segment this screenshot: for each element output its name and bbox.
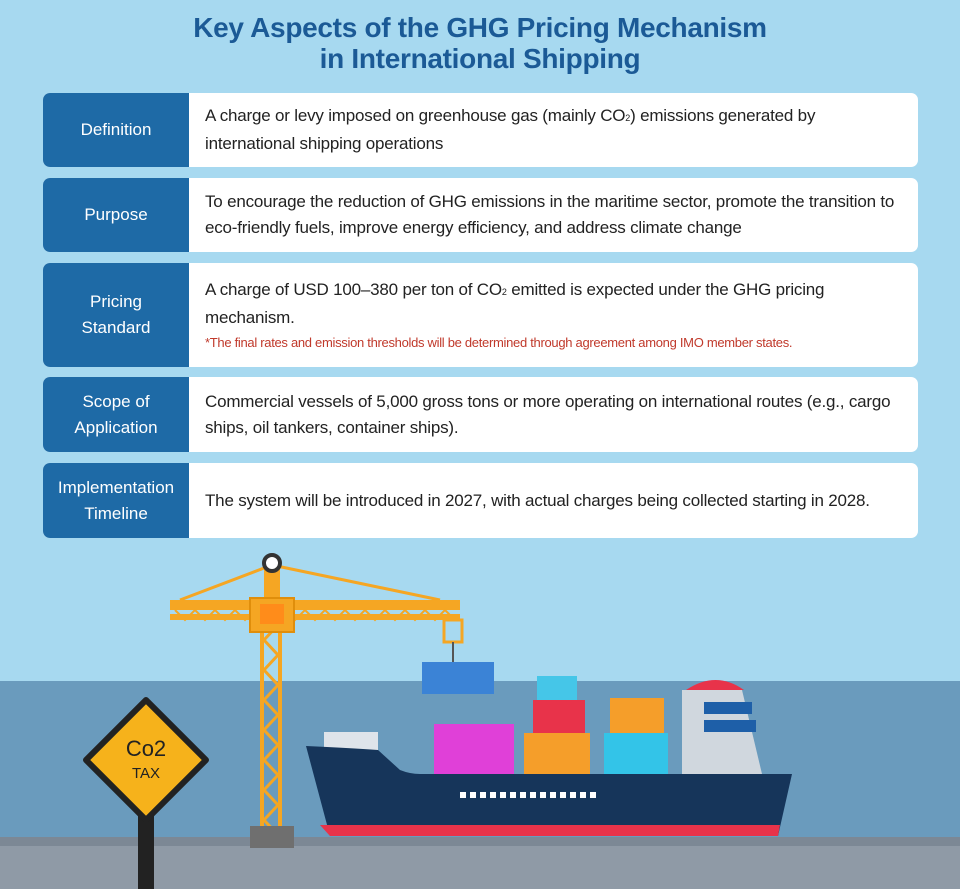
quay-edge <box>0 837 960 846</box>
label-scope-line-2: Application <box>74 417 158 437</box>
desc-purpose: To encourage the reduction of GHG emissi… <box>189 178 918 252</box>
title-line-1: Key Aspects of the GHG Pricing Mechanism <box>193 12 767 43</box>
label-pricing-line-1: Pricing <box>90 292 142 311</box>
harbor-illustration: Co2 TAX <box>0 553 960 889</box>
desc-purpose-text: To encourage the reduction of GHG emissi… <box>205 192 895 237</box>
label-timeline: Implementation Timeline <box>43 463 189 538</box>
ship-icon <box>306 676 792 836</box>
label-scope-line-1: Scope of <box>82 391 150 411</box>
crane-icon <box>170 553 464 848</box>
label-purpose-text: Purpose <box>84 205 148 224</box>
desc-definition-before: A charge or levy imposed on greenhouse g… <box>205 106 626 125</box>
sign-line-2: TAX <box>132 765 160 782</box>
label-pricing-standard: Pricing Standard <box>43 263 189 367</box>
desc-timeline: The system will be introduced in 2027, w… <box>189 463 918 538</box>
desc-definition: A charge or levy imposed on greenhouse g… <box>189 93 918 167</box>
desc-pricing-sub: 2 <box>501 287 507 297</box>
row-pricing-standard: Pricing Standard A charge of USD 100–380 … <box>43 263 918 367</box>
row-scope: Scope of Application Commercial vessels o… <box>43 377 918 452</box>
desc-pricing-standard: A charge of USD 100–380 per ton of CO2 e… <box>189 263 918 367</box>
desc-pricing-after: emitted is expected under the GHG pricin… <box>205 280 825 327</box>
label-definition: Definition <box>43 93 189 167</box>
label-purpose: Purpose <box>43 178 189 252</box>
page-title: Key Aspects of the GHG Pricing Mechanism… <box>0 12 960 74</box>
desc-timeline-text: The system will be introduced in 2027, w… <box>205 490 870 510</box>
row-definition: Definition A charge or levy imposed on g… <box>43 93 918 167</box>
pricing-note: *The final rates and emission thresholds… <box>205 335 793 350</box>
label-scope: Scope of Application <box>43 377 189 452</box>
co2-tax-sign: Co2 TAX <box>83 697 209 889</box>
label-timeline-line-2: Timeline <box>84 503 148 523</box>
title-line-2: in International Shipping <box>319 43 641 74</box>
desc-definition-after: ) emissions generated by international s… <box>205 106 816 153</box>
desc-definition-sub: 2 <box>625 113 631 123</box>
hanging-container <box>422 662 494 694</box>
label-timeline-line-1: Implementation <box>57 477 175 497</box>
desc-scope: Commercial vessels of 5,000 gross tons o… <box>189 377 918 452</box>
row-purpose: Purpose To encourage the reduction of GH… <box>43 178 918 252</box>
label-definition-text: Definition <box>80 120 152 139</box>
desc-pricing-before: A charge of USD 100–380 per ton of CO <box>205 280 502 299</box>
sign-line-1: Co2 <box>126 736 166 761</box>
desc-scope-text: Commercial vessels of 5,000 gross tons o… <box>205 391 891 437</box>
label-pricing-line-2: Standard <box>81 318 151 337</box>
row-timeline: Implementation Timeline The system will b… <box>43 463 918 538</box>
